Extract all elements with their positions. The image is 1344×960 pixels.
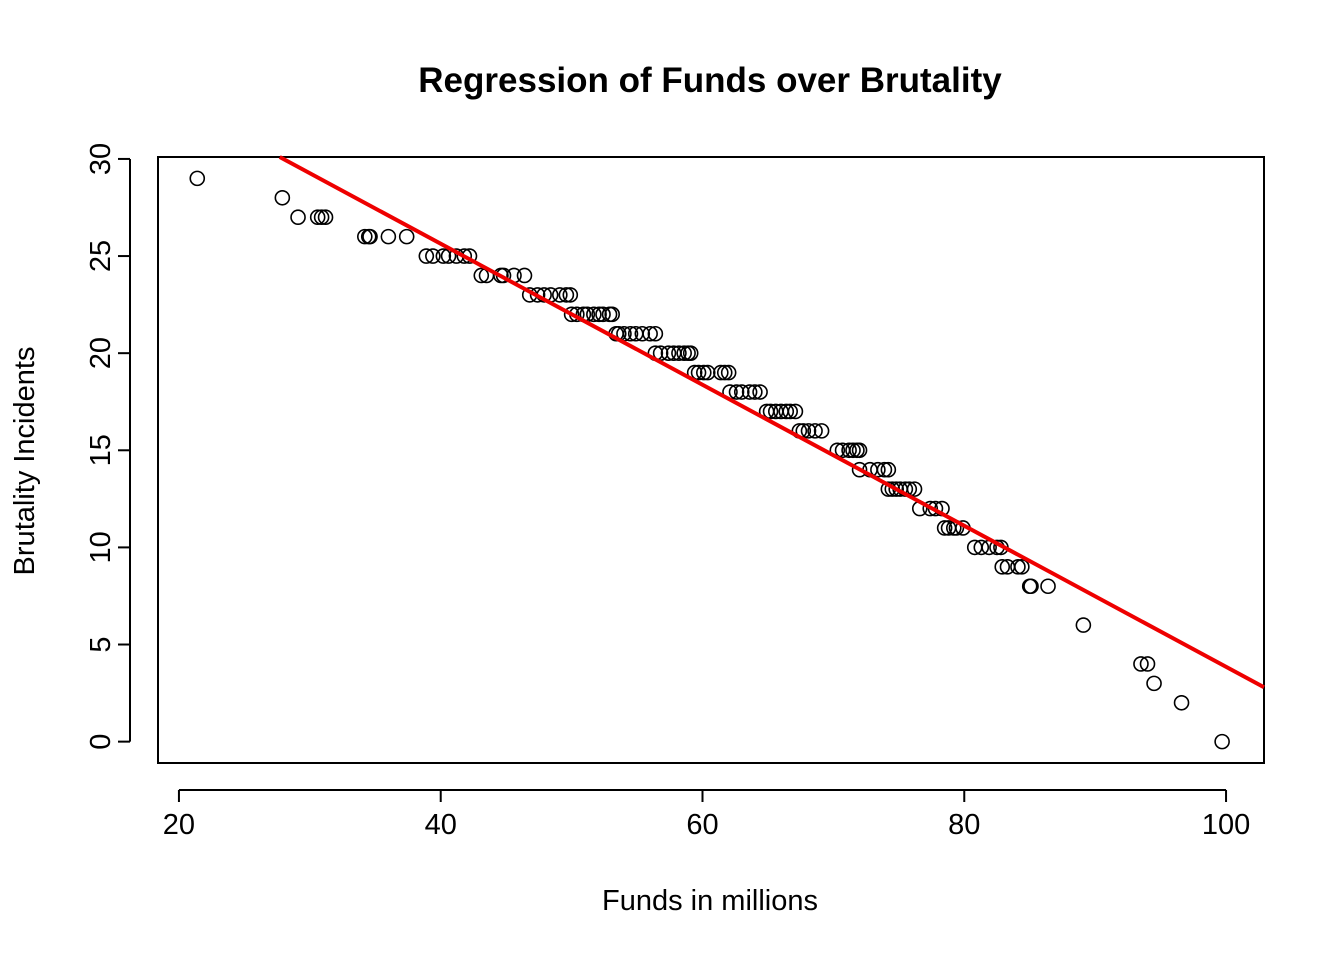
y-tick-label: 15 [85, 434, 117, 466]
data-point [634, 325, 651, 342]
data-point [876, 461, 893, 478]
data-point [787, 403, 804, 420]
plot-frame [157, 156, 1265, 764]
y-tick-label: 10 [85, 531, 117, 563]
data-point [418, 248, 435, 264]
data-point [696, 364, 712, 381]
data-point [690, 364, 707, 381]
data-point [778, 403, 795, 420]
x-axis-label: Funds in millions [602, 885, 818, 917]
chart-title: Regression of Funds over Brutality [418, 61, 1002, 100]
y-axis-label: Brutality Incidents [9, 347, 41, 576]
data-point [888, 481, 905, 497]
x-tick-label: 80 [948, 809, 980, 841]
x-tick-label: 60 [686, 809, 718, 841]
y-axis: 0 5 10 15 20 25 30 [85, 143, 131, 750]
data-point [595, 306, 611, 323]
data-point [357, 228, 373, 245]
data-point [716, 364, 733, 381]
data-point [851, 461, 868, 478]
data-point [720, 364, 737, 381]
data-point [800, 423, 817, 439]
data-point [563, 306, 580, 323]
data-point [733, 384, 750, 400]
data-point [1014, 559, 1030, 575]
y-tick-label: 0 [85, 734, 117, 750]
data-point [586, 306, 602, 323]
data-point [309, 209, 326, 226]
data-point [456, 248, 473, 264]
data-point [782, 403, 798, 420]
data-point [1146, 675, 1162, 692]
data-point [558, 287, 575, 303]
data-point [362, 228, 378, 245]
data-point [741, 384, 758, 400]
x-tick-label: 40 [425, 809, 457, 841]
data-point [1040, 578, 1056, 595]
data-point [1075, 617, 1092, 633]
y-tick-label: 30 [85, 143, 117, 175]
data-point [1133, 656, 1149, 672]
x-tick-label: 100 [1202, 809, 1250, 841]
data-point [642, 325, 658, 342]
data-point [591, 306, 607, 323]
data-point [936, 520, 953, 536]
data-point [660, 345, 677, 361]
data-point [1010, 559, 1026, 575]
data-point [1139, 656, 1156, 672]
y-tick-label: 25 [85, 240, 117, 272]
data-point [516, 267, 533, 284]
data-point [747, 384, 763, 400]
data-point [813, 423, 830, 439]
data-point [671, 345, 687, 361]
data-point [851, 442, 868, 459]
y-tick-label: 5 [85, 636, 117, 652]
data-point [762, 403, 779, 420]
data-point [398, 228, 415, 245]
data-point [676, 345, 692, 361]
data-point [622, 325, 639, 342]
regression-line [278, 155, 1265, 690]
data-point [189, 170, 206, 187]
data-point [713, 364, 729, 381]
data-point [290, 209, 306, 226]
data-point [1173, 694, 1190, 711]
data-point [807, 423, 823, 439]
data-point [274, 189, 291, 206]
data-point [699, 364, 716, 381]
data-point [317, 209, 334, 226]
data-point [562, 287, 579, 303]
x-axis: 20 40 60 80 100 [163, 789, 1250, 841]
data-point [728, 384, 745, 400]
data-point [752, 384, 768, 400]
data-point [682, 345, 699, 361]
data-point [552, 287, 568, 303]
data-point [1023, 578, 1039, 595]
y-tick-label: 20 [85, 337, 117, 369]
data-point [973, 539, 990, 556]
data-point [647, 325, 664, 342]
data-points [189, 170, 1230, 750]
data-point [435, 248, 452, 264]
data-point [529, 287, 546, 303]
data-point [922, 500, 939, 517]
data-point [845, 442, 861, 459]
data-point [604, 306, 620, 323]
data-point [1214, 733, 1230, 750]
data-point [880, 461, 897, 478]
data-point [380, 228, 397, 245]
data-point [906, 481, 923, 497]
x-tick-label: 20 [163, 809, 195, 841]
data-point [870, 461, 886, 478]
data-point [425, 248, 441, 264]
data-point [313, 209, 330, 226]
data-point [841, 442, 857, 459]
data-point [994, 559, 1011, 575]
data-point [473, 267, 490, 284]
